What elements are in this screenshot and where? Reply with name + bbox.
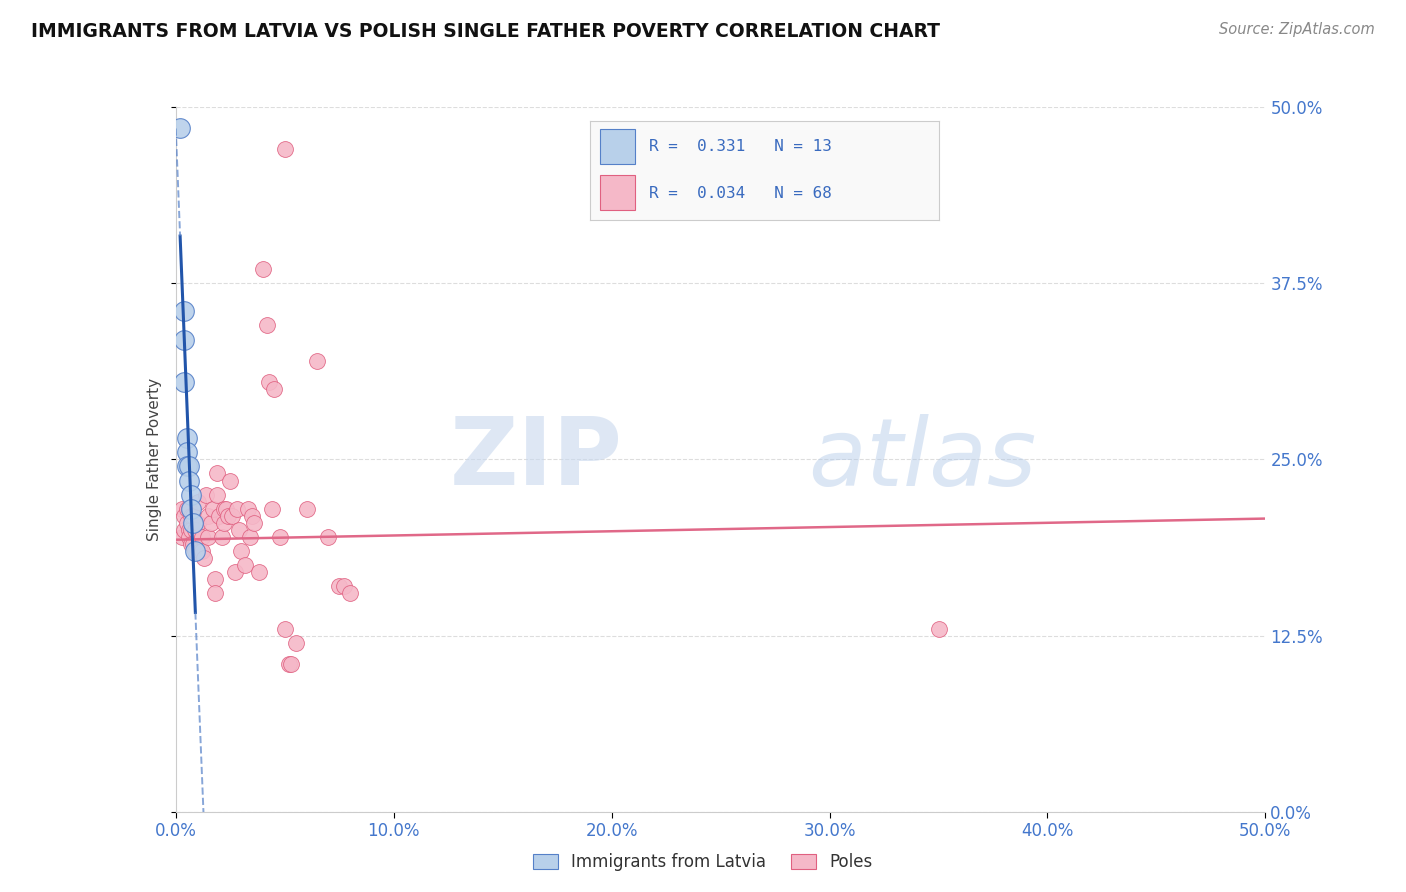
Point xyxy=(176,501,198,516)
Point xyxy=(204,572,226,586)
Point xyxy=(224,565,246,579)
Point xyxy=(176,459,198,474)
Point xyxy=(307,353,329,368)
Point xyxy=(236,501,259,516)
Point xyxy=(177,523,200,537)
Point xyxy=(173,375,195,389)
Point xyxy=(176,431,198,445)
Point xyxy=(177,459,200,474)
Point xyxy=(280,657,302,671)
Point xyxy=(332,579,354,593)
Point xyxy=(181,516,204,530)
Point xyxy=(263,382,285,396)
Point xyxy=(211,530,233,544)
Point xyxy=(184,523,207,537)
Point xyxy=(172,530,194,544)
Point xyxy=(259,375,281,389)
Point xyxy=(274,142,297,156)
Point xyxy=(256,318,278,333)
Point xyxy=(197,508,219,523)
Text: ZIP: ZIP xyxy=(450,413,623,506)
Point xyxy=(284,635,307,649)
Point xyxy=(201,501,224,516)
Point xyxy=(208,508,231,523)
Point xyxy=(225,501,247,516)
Point xyxy=(180,501,202,516)
Point xyxy=(181,508,204,523)
Point xyxy=(180,537,202,551)
Point xyxy=(928,622,950,636)
Point xyxy=(212,516,235,530)
Point xyxy=(221,508,243,523)
Point xyxy=(193,551,215,566)
Point xyxy=(212,501,235,516)
Point xyxy=(295,501,318,516)
Point xyxy=(177,530,200,544)
Point xyxy=(200,516,222,530)
Point xyxy=(243,516,266,530)
Point xyxy=(173,333,195,347)
Point xyxy=(328,579,350,593)
Text: IMMIGRANTS FROM LATVIA VS POLISH SINGLE FATHER POVERTY CORRELATION CHART: IMMIGRANTS FROM LATVIA VS POLISH SINGLE … xyxy=(31,22,941,41)
Point xyxy=(169,121,191,136)
Point xyxy=(195,487,218,501)
Point xyxy=(247,565,270,579)
Point xyxy=(177,474,200,488)
Point xyxy=(177,501,200,516)
Point xyxy=(205,467,228,481)
Point xyxy=(278,657,301,671)
Point xyxy=(180,523,202,537)
Point xyxy=(180,487,202,501)
Legend: Immigrants from Latvia, Poles: Immigrants from Latvia, Poles xyxy=(524,845,882,880)
Point xyxy=(188,544,211,558)
Point xyxy=(186,516,209,530)
Point xyxy=(173,508,195,523)
Point xyxy=(215,501,238,516)
Point xyxy=(191,530,214,544)
Point xyxy=(204,586,226,600)
Point xyxy=(191,544,214,558)
Point xyxy=(197,530,219,544)
Text: Source: ZipAtlas.com: Source: ZipAtlas.com xyxy=(1219,22,1375,37)
Point xyxy=(231,544,253,558)
Point xyxy=(172,501,194,516)
Y-axis label: Single Father Poverty: Single Father Poverty xyxy=(148,378,163,541)
Point xyxy=(235,558,257,573)
Point xyxy=(180,508,202,523)
Point xyxy=(318,530,340,544)
Point xyxy=(219,474,242,488)
Point xyxy=(181,537,204,551)
Point xyxy=(274,622,297,636)
Point xyxy=(205,487,228,501)
Point xyxy=(176,516,198,530)
Point xyxy=(173,304,195,318)
Point xyxy=(184,544,207,558)
Point xyxy=(176,445,198,459)
Point xyxy=(252,262,274,277)
Point xyxy=(228,523,250,537)
Point xyxy=(240,508,263,523)
Point xyxy=(339,586,361,600)
Point xyxy=(260,501,283,516)
Text: atlas: atlas xyxy=(807,414,1036,505)
Point xyxy=(184,544,207,558)
Point xyxy=(217,508,239,523)
Point xyxy=(239,530,262,544)
Point xyxy=(173,523,195,537)
Point xyxy=(186,494,209,508)
Point xyxy=(269,530,291,544)
